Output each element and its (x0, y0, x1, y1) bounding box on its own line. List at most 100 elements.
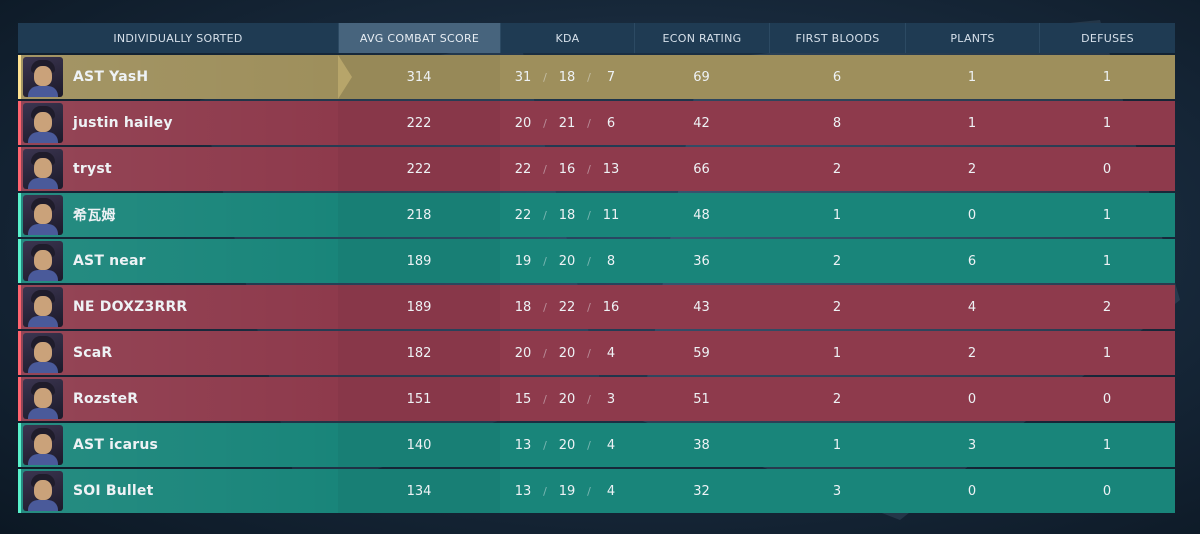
player-name[interactable]: AST YasH (73, 69, 149, 85)
kda-separator: / (587, 162, 591, 176)
acs-value: 218 (338, 193, 500, 237)
deaths-value: 21 (558, 115, 576, 131)
agent-portrait-icon (23, 425, 63, 465)
player-cell: AST near (18, 239, 338, 283)
kda-value: 31 / 18 / 7 (500, 55, 634, 99)
player-row[interactable]: 希瓦姆 218 22 / 18 / 11 48 1 0 1 (18, 193, 1175, 237)
kda-value: 20 / 21 / 6 (500, 101, 634, 145)
acs-value: 222 (338, 147, 500, 191)
deaths-value: 20 (558, 391, 576, 407)
avatar-body (28, 86, 58, 97)
player-row[interactable]: AST near 189 19 / 20 / 8 36 2 6 1 (18, 239, 1175, 283)
agent-portrait-icon (23, 57, 63, 97)
kda-separator: / (543, 484, 547, 498)
header-defuses[interactable]: DEFUSES (1039, 23, 1175, 53)
header-first-bloods[interactable]: FIRST BLOODS (769, 23, 905, 53)
header-sort-mode[interactable]: INDIVIDUALLY SORTED (113, 31, 243, 45)
deaths-value: 20 (558, 437, 576, 453)
player-name[interactable]: AST icarus (73, 437, 159, 453)
acs-value: 182 (338, 331, 500, 375)
player-cell: 希瓦姆 (18, 193, 338, 237)
assists-value: 3 (606, 391, 616, 407)
player-row[interactable]: RozsteR 151 15/20/3 51 2 0 0 (18, 377, 1175, 421)
player-name[interactable]: AST near (73, 253, 146, 269)
player-row[interactable]: NE DOXZ3RRR 189 18 / 22 / 16 43 2 4 2 (18, 285, 1175, 329)
player-row[interactable]: tryst 222 22/16/13 66 2 2 0 (18, 147, 1175, 191)
avatar-body (28, 408, 58, 419)
kda-separator: / (543, 392, 547, 406)
team-color-strip (18, 423, 21, 467)
econ-rating-value: 69 (693, 69, 710, 85)
defuses-value: 1 (1102, 253, 1112, 269)
deaths-value: 22 (558, 299, 576, 315)
header-kda[interactable]: KDA (500, 23, 634, 53)
econ-rating-value: 66 (693, 161, 710, 177)
player-rows: AST YasH 314 31/18/7 69 6 1 1 justin hailey 222 2… (18, 55, 1175, 513)
plants-value: 2 (967, 161, 977, 177)
row-highlight (18, 55, 338, 99)
acs-value: 222 (338, 101, 500, 145)
avatar-face (34, 66, 52, 86)
avatar-face (34, 434, 52, 454)
player-cell: AST YasH (18, 55, 338, 99)
player-row[interactable]: SOI Bullet 134 13 / 19 / 4 32 3 0 0 (18, 469, 1175, 513)
player-cell: RozsteR (18, 377, 338, 421)
first-bloods-value: 2 (832, 299, 842, 315)
player-row[interactable]: AST icarus 140 13/20/4 38 1 3 1 (18, 423, 1175, 467)
acs-value: 189 (338, 285, 500, 329)
acs-value: 140 (338, 423, 500, 467)
assists-value: 6 (606, 115, 616, 131)
acs-value: 314 (338, 55, 500, 99)
kda-separator: / (543, 208, 547, 222)
avatar-body (28, 454, 58, 465)
kda-value: 22 / 16 / 13 (500, 147, 634, 191)
player-name[interactable]: 希瓦姆 (73, 208, 116, 224)
kda-separator: / (543, 346, 547, 360)
kills-value: 18 (514, 299, 532, 315)
player-name[interactable]: justin hailey (73, 115, 173, 131)
player-row[interactable]: AST YasH 314 31 / 18 / 7 69 6 1 1 (18, 55, 1175, 99)
assists-value: 4 (606, 483, 616, 499)
player-row[interactable]: justin hailey 222 20 / 21 / 6 42 8 1 1 (18, 101, 1175, 145)
first-bloods-value: 6 (832, 69, 842, 85)
player-name[interactable]: tryst (73, 161, 112, 177)
deaths-value: 18 (558, 207, 576, 223)
kda-separator: / (587, 300, 591, 314)
assists-value: 4 (606, 437, 616, 453)
kda-separator: / (587, 116, 591, 130)
kills-value: 13 (514, 483, 532, 499)
team-color-strip (18, 101, 21, 145)
team-color-strip (18, 285, 21, 329)
player-cell: justin hailey (18, 101, 338, 145)
row-highlight (18, 239, 338, 283)
kills-value: 22 (514, 161, 532, 177)
player-name[interactable]: SOI Bullet (73, 483, 154, 499)
econ-rating-value: 51 (693, 391, 710, 407)
player-name[interactable]: ScaR (73, 345, 113, 361)
kda-value: 15 / 20 / 3 (500, 377, 634, 421)
defuses-value: 1 (1102, 345, 1112, 361)
avatar-face (34, 250, 52, 270)
player-row[interactable]: ScaR 182 20 / 20 / 4 59 1 2 1 (18, 331, 1175, 375)
first-bloods-value: 2 (832, 253, 842, 269)
avatar-face (34, 480, 52, 500)
acs-value: 134 (338, 469, 500, 513)
row-highlight (18, 331, 338, 375)
header-avg-combat-score[interactable]: AVG COMBAT SCORE (338, 23, 500, 53)
kda-separator: / (543, 254, 547, 268)
kda-value: 13 / 19 / 4 (500, 469, 634, 513)
player-name[interactable]: NE DOXZ3RRR (73, 299, 188, 315)
header-econ-rating[interactable]: ECON RATING (634, 23, 769, 53)
kills-value: 15 (514, 391, 532, 407)
first-bloods-value: 2 (832, 161, 842, 177)
avatar-body (28, 500, 58, 511)
row-highlight (18, 377, 338, 421)
deaths-value: 18 (558, 69, 576, 85)
first-bloods-value: 8 (832, 115, 842, 131)
agent-portrait-icon (23, 195, 63, 235)
kda-separator: / (543, 70, 547, 84)
header-plants[interactable]: PLANTS (905, 23, 1039, 53)
agent-portrait-icon (23, 471, 63, 511)
kda-value: 19 / 20 / 8 (500, 239, 634, 283)
player-name[interactable]: RozsteR (73, 391, 139, 407)
